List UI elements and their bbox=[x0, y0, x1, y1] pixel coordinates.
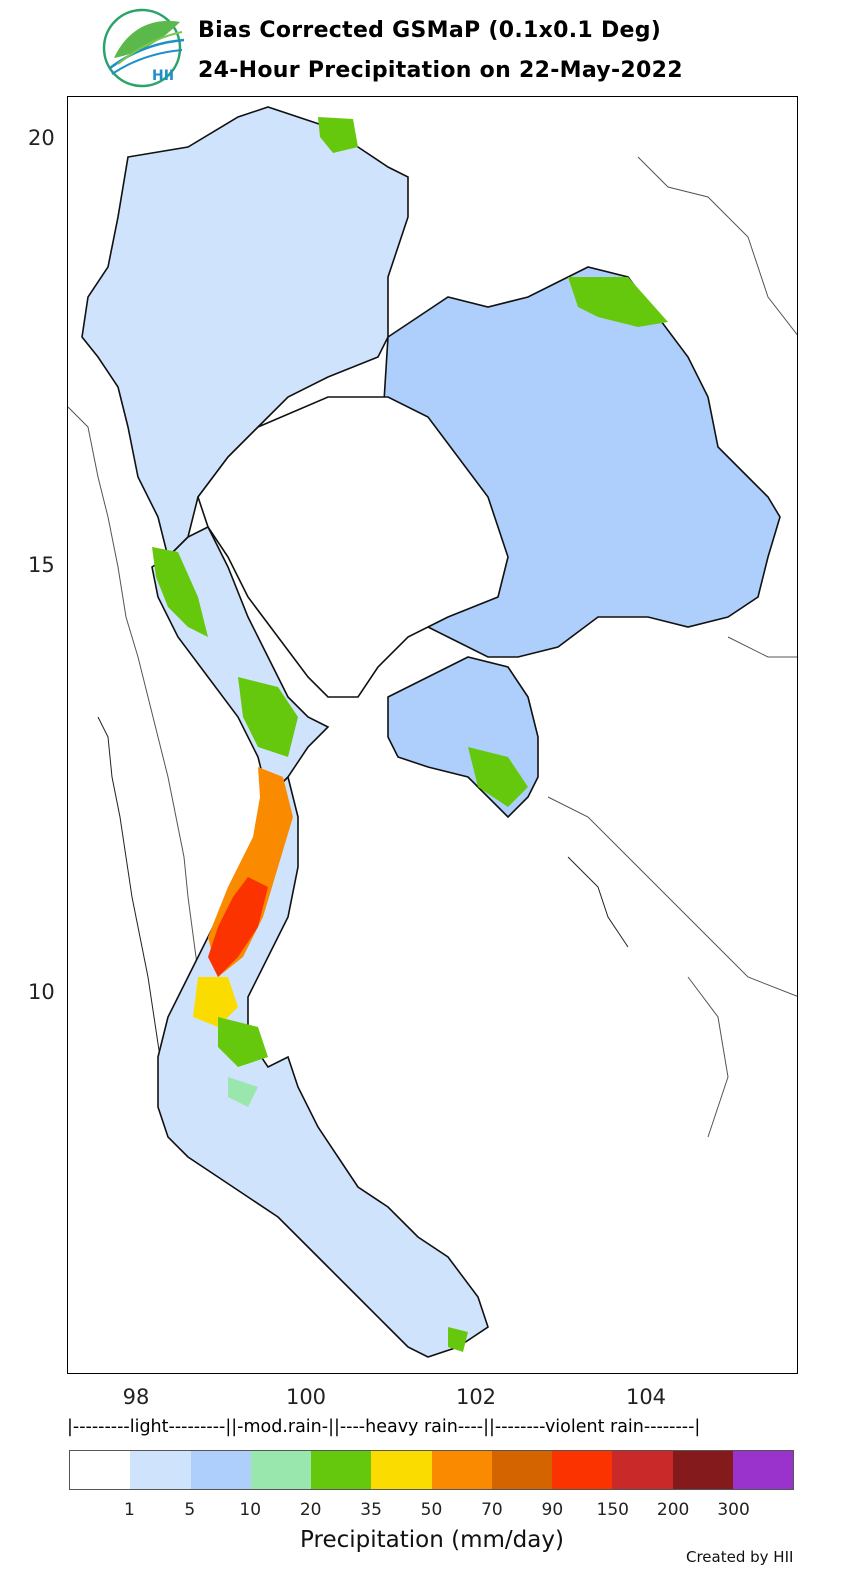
y-tick-10: 10 bbox=[28, 980, 55, 1004]
patch-moderate-lower bbox=[218, 1017, 268, 1067]
colorbar-swatch-3 bbox=[250, 1451, 311, 1489]
colorbar-swatch-6 bbox=[431, 1451, 492, 1489]
credit-text: Created by HII bbox=[686, 1548, 794, 1566]
colorbar-swatch-2 bbox=[190, 1451, 251, 1489]
x-tick-100: 100 bbox=[285, 1385, 327, 1409]
title-line-2: 24-Hour Precipitation on 22-May-2022 bbox=[198, 58, 683, 83]
intensity-class-row: |---------light---------||-mod.rain-||--… bbox=[67, 1417, 701, 1437]
colorbar-swatch-5 bbox=[371, 1451, 432, 1489]
patch-moderate-east bbox=[468, 747, 528, 807]
patch-heavy-lower bbox=[193, 977, 238, 1027]
map-panel bbox=[67, 96, 798, 1374]
colorbar-tick-90: 90 bbox=[541, 1500, 564, 1520]
y-tick-20: 20 bbox=[28, 126, 55, 150]
colorbar-swatch-1 bbox=[130, 1451, 191, 1489]
x-tick-98: 98 bbox=[122, 1385, 150, 1409]
patch-moderate-southwest bbox=[238, 677, 298, 757]
thailand-land bbox=[81, 106, 781, 1358]
colorbar-tick-5: 5 bbox=[184, 1500, 196, 1520]
colorbar-tick-300: 300 bbox=[717, 1500, 750, 1520]
precip-patches bbox=[152, 117, 668, 1352]
patch-light-green bbox=[228, 1077, 258, 1107]
neighbor-coast bbox=[97, 716, 629, 1058]
patch-moderate-south bbox=[448, 1327, 468, 1352]
colorbar-tick-200: 200 bbox=[656, 1500, 690, 1520]
x-tick-104: 104 bbox=[625, 1385, 667, 1409]
svg-text:HII: HII bbox=[152, 68, 174, 84]
colorbar-tick-10: 10 bbox=[239, 1500, 262, 1520]
title-line-1: Bias Corrected GSMaP (0.1x0.1 Deg) bbox=[198, 18, 662, 43]
central-region bbox=[197, 396, 509, 698]
colorbar-swatch-9 bbox=[612, 1451, 673, 1489]
x-tick-102: 102 bbox=[455, 1385, 497, 1409]
patch-moderate-northeast bbox=[568, 277, 668, 327]
colorbar bbox=[69, 1450, 794, 1490]
southern-peninsula bbox=[157, 775, 489, 1358]
colorbar-tick-35: 35 bbox=[360, 1500, 382, 1520]
colorbar-swatch-0 bbox=[70, 1451, 131, 1489]
patch-moderate-west bbox=[152, 547, 208, 637]
y-tick-15: 15 bbox=[28, 553, 55, 577]
colorbar-swatch-8 bbox=[552, 1451, 613, 1489]
patch-violent-peninsula bbox=[208, 877, 268, 977]
colorbar-swatch-10 bbox=[672, 1451, 733, 1489]
colorbar-tick-150: 150 bbox=[596, 1500, 629, 1520]
colorbar-swatch-4 bbox=[311, 1451, 372, 1489]
colorbar-tick-1: 1 bbox=[123, 1500, 135, 1520]
colorbar-label: Precipitation (mm/day) bbox=[300, 1527, 564, 1553]
patch-moderate-north bbox=[318, 117, 358, 153]
hii-logo: HII bbox=[100, 6, 188, 88]
colorbar-swatch-7 bbox=[491, 1451, 552, 1489]
colorbar-tick-50: 50 bbox=[420, 1500, 443, 1520]
colorbar-tick-70: 70 bbox=[481, 1500, 503, 1520]
colorbar-swatch-11 bbox=[732, 1451, 793, 1489]
colorbar-tick-20: 20 bbox=[299, 1500, 322, 1520]
